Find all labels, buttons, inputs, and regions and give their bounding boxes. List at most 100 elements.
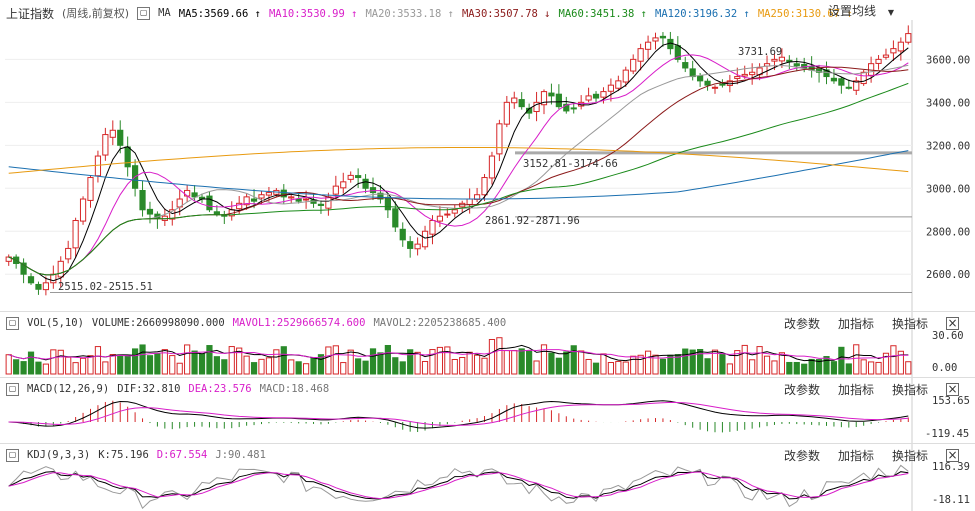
candle-body [377,192,384,200]
volume-bar [161,349,168,375]
volume-bar [206,345,213,375]
volume-bar [585,358,592,375]
volume-bar [369,348,377,375]
mavol1-line [8,344,909,363]
volume-bar [667,354,674,375]
candle-body [436,215,444,222]
candle-body [407,241,414,249]
volume-bar [429,349,436,375]
candle-body [652,37,659,42]
candle-body [206,195,213,211]
candle-body [302,198,310,201]
macd-switch-indicator-button[interactable]: 换指标 [891,382,928,397]
candle-body [570,107,577,110]
kdj-params-button[interactable]: 改参数 [783,448,820,463]
volume-bar [94,346,102,375]
kdj-add-indicator-button[interactable]: 加指标 [837,448,874,463]
volume-bar [57,349,64,375]
candle-body [511,97,518,104]
macd-params-button[interactable]: 改参数 [783,382,820,397]
candle-body [355,175,362,179]
volume-bar [392,357,399,375]
volume-bar [102,361,109,375]
kdj-j: J:90.481 [215,449,266,461]
vol-add-indicator-button[interactable]: 加指标 [837,316,874,331]
candle-body [87,177,94,201]
macd-chip-icon[interactable]: ▢ [6,382,19,396]
candle-body [622,69,629,83]
vol-params-button[interactable]: 改参数 [783,316,820,331]
candle-body [384,196,391,211]
candle-body [882,54,890,58]
volume-bar [221,359,228,375]
candle-body [325,196,332,209]
volume-bar [5,354,12,375]
kdj-close-icon[interactable]: × [946,447,959,462]
volume-bar [511,350,518,375]
price-tick-label: 2600.00 [926,269,970,281]
candle-body [347,174,354,180]
volume-bar [436,346,444,375]
candle-body [72,220,79,249]
volume-bar [362,360,369,375]
volume-bar [35,361,42,375]
candle-body [35,283,42,290]
candle-body [897,41,904,52]
volume-bar [347,349,354,375]
candle-body [481,177,488,196]
volume-bar [191,350,198,375]
volume-bar [704,358,711,375]
candle-body [853,80,860,91]
kdj-switch-indicator-button[interactable]: 换指标 [891,448,928,463]
volume-bar [860,359,867,375]
dea-line [8,401,909,426]
candle-body [496,123,503,155]
candle-body [644,41,652,50]
vol-switch-indicator-button[interactable]: 换指标 [891,316,928,331]
macd-close-icon[interactable]: × [946,381,959,396]
candle-body [637,48,644,62]
candle-body [444,213,451,216]
kdj-chip-icon[interactable]: ▢ [6,448,19,462]
ma-settings-button[interactable]: 设置均线 ▼ [828,2,902,19]
ma-value-1: MA10:3530.99 ↑ [268,7,358,20]
volume-bar [674,354,681,375]
candle-body [332,185,339,195]
candle-body [845,86,852,89]
ma10-line [8,54,909,276]
volume-bar [838,346,845,375]
vol-chip-icon[interactable]: ▢ [6,316,19,330]
volume-bar [734,350,741,375]
ma-settings-label: 设置均线 [828,4,877,18]
volume-bar [302,363,310,375]
ma-value-2: MA20:3533.18 ↑ [365,7,454,20]
volume-bar [13,359,20,375]
volume-bar [213,356,220,375]
candle-body [117,129,124,146]
volume-bar [236,347,243,375]
volume-bar [332,345,339,375]
candle-body [169,209,176,220]
chip-icon[interactable]: ▢ [137,6,151,20]
candle-body [540,91,548,106]
kdj-j-line [8,464,909,510]
vol-close-icon[interactable]: × [946,315,959,330]
candle-body [369,187,377,194]
volume-bar [637,354,644,375]
volume-bar [652,354,659,375]
macd-tick-label: 153.65 [932,395,970,407]
volume-bar [466,351,473,375]
volume-bar [42,363,49,375]
ma120-line [8,150,909,200]
mavol2-line [8,349,909,361]
candle-body [830,77,838,82]
candle-body [265,192,273,196]
volume-bar [384,344,391,375]
volume-bar [793,361,800,375]
candle-body [793,63,800,67]
macd-tick-label: -119.45 [925,428,969,440]
candle-body [682,62,689,69]
volume-bar [288,359,295,375]
ma-list: MA5:3569.66 ↑ MA10:3530.99 ↑ MA20:3533.18 … [179,7,861,20]
macd-add-indicator-button[interactable]: 加指标 [837,382,874,397]
